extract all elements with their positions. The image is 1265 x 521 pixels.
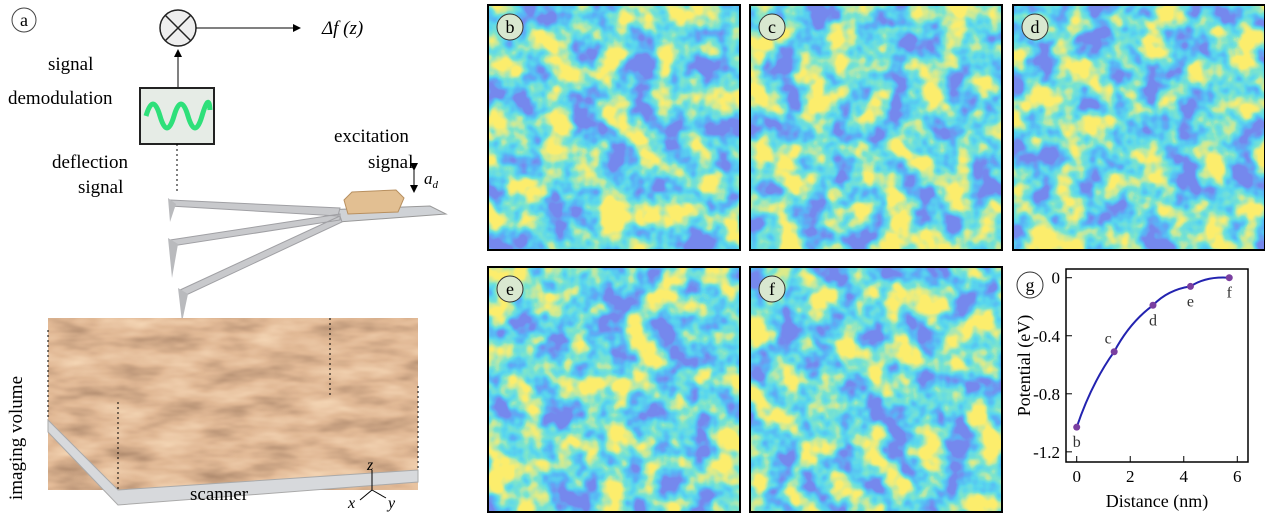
- point-label: e: [1187, 293, 1194, 310]
- axis-x: x: [347, 495, 355, 512]
- point: [1073, 424, 1080, 431]
- page: {"panel_labels":["a","b","c","d","e","f"…: [0, 0, 1265, 521]
- deflection-label: signal: [78, 177, 123, 198]
- x-axis-label: Distance (nm): [1106, 491, 1208, 512]
- x-tick-label: 6: [1233, 467, 1242, 486]
- panel-label: f: [769, 279, 775, 299]
- x-tick-label: 4: [1180, 467, 1189, 486]
- map-image: [488, 267, 740, 512]
- excitation-label: excitation: [334, 126, 409, 147]
- panel-a: a Δf (z) signal demodulation deflection …: [6, 8, 446, 512]
- piezo: [344, 190, 404, 214]
- panel-label: e: [506, 279, 514, 299]
- deflection-label: deflection: [52, 152, 128, 173]
- point: [1226, 274, 1233, 281]
- map-panel: e: [488, 267, 740, 512]
- point: [1187, 283, 1194, 290]
- point-label: f: [1227, 285, 1233, 302]
- map-image: [750, 5, 1002, 250]
- map-panel: c: [750, 5, 1002, 250]
- panel-label: c: [768, 17, 776, 37]
- figure: a Δf (z) signal demodulation deflection …: [0, 0, 1265, 516]
- map-image: [1013, 5, 1265, 250]
- x-tick-label: 2: [1126, 467, 1135, 486]
- tips: [168, 198, 188, 322]
- map-panel: d: [1013, 5, 1265, 250]
- x-tick-label: 0: [1072, 467, 1081, 486]
- y-tick-label: -0.8: [1033, 385, 1060, 404]
- point: [1149, 302, 1156, 309]
- y-axis-label: Potential (eV): [1014, 315, 1035, 416]
- y-tick-label: 0: [1052, 269, 1061, 288]
- panel-label: a: [20, 10, 28, 30]
- map-image: [750, 267, 1002, 512]
- map-image: [488, 5, 740, 250]
- panel-label: g: [1026, 275, 1035, 295]
- plot-frame: [1066, 269, 1248, 462]
- panel-label: d: [1031, 17, 1040, 37]
- maps: b c d e f: [488, 5, 1265, 512]
- amp-subscript: d: [433, 179, 439, 191]
- panel-label: b: [506, 17, 515, 37]
- scanner-label: scanner: [190, 484, 249, 505]
- point-label: b: [1073, 434, 1081, 451]
- amp-label: ad: [424, 169, 439, 191]
- output-label: Δf (z): [321, 18, 363, 39]
- map-panel: b: [488, 5, 740, 250]
- y-tick-label: -0.4: [1033, 327, 1060, 346]
- axis-y: y: [386, 495, 396, 512]
- surface-top: [48, 318, 418, 402]
- demod-label: demodulation: [8, 88, 113, 109]
- point: [1111, 348, 1118, 355]
- excitation-label: signal: [368, 152, 413, 173]
- demod-label: signal: [48, 54, 93, 75]
- y-tick-label: -1.2: [1033, 443, 1060, 462]
- point-label: c: [1105, 331, 1112, 348]
- amp-symbol: a: [424, 169, 433, 188]
- series-line: [1077, 277, 1230, 427]
- cantilevers: [170, 200, 342, 296]
- axis-z: z: [366, 457, 374, 474]
- point-label: d: [1149, 312, 1157, 329]
- volume-label: imaging volume: [6, 376, 27, 500]
- map-panel: f: [750, 267, 1002, 512]
